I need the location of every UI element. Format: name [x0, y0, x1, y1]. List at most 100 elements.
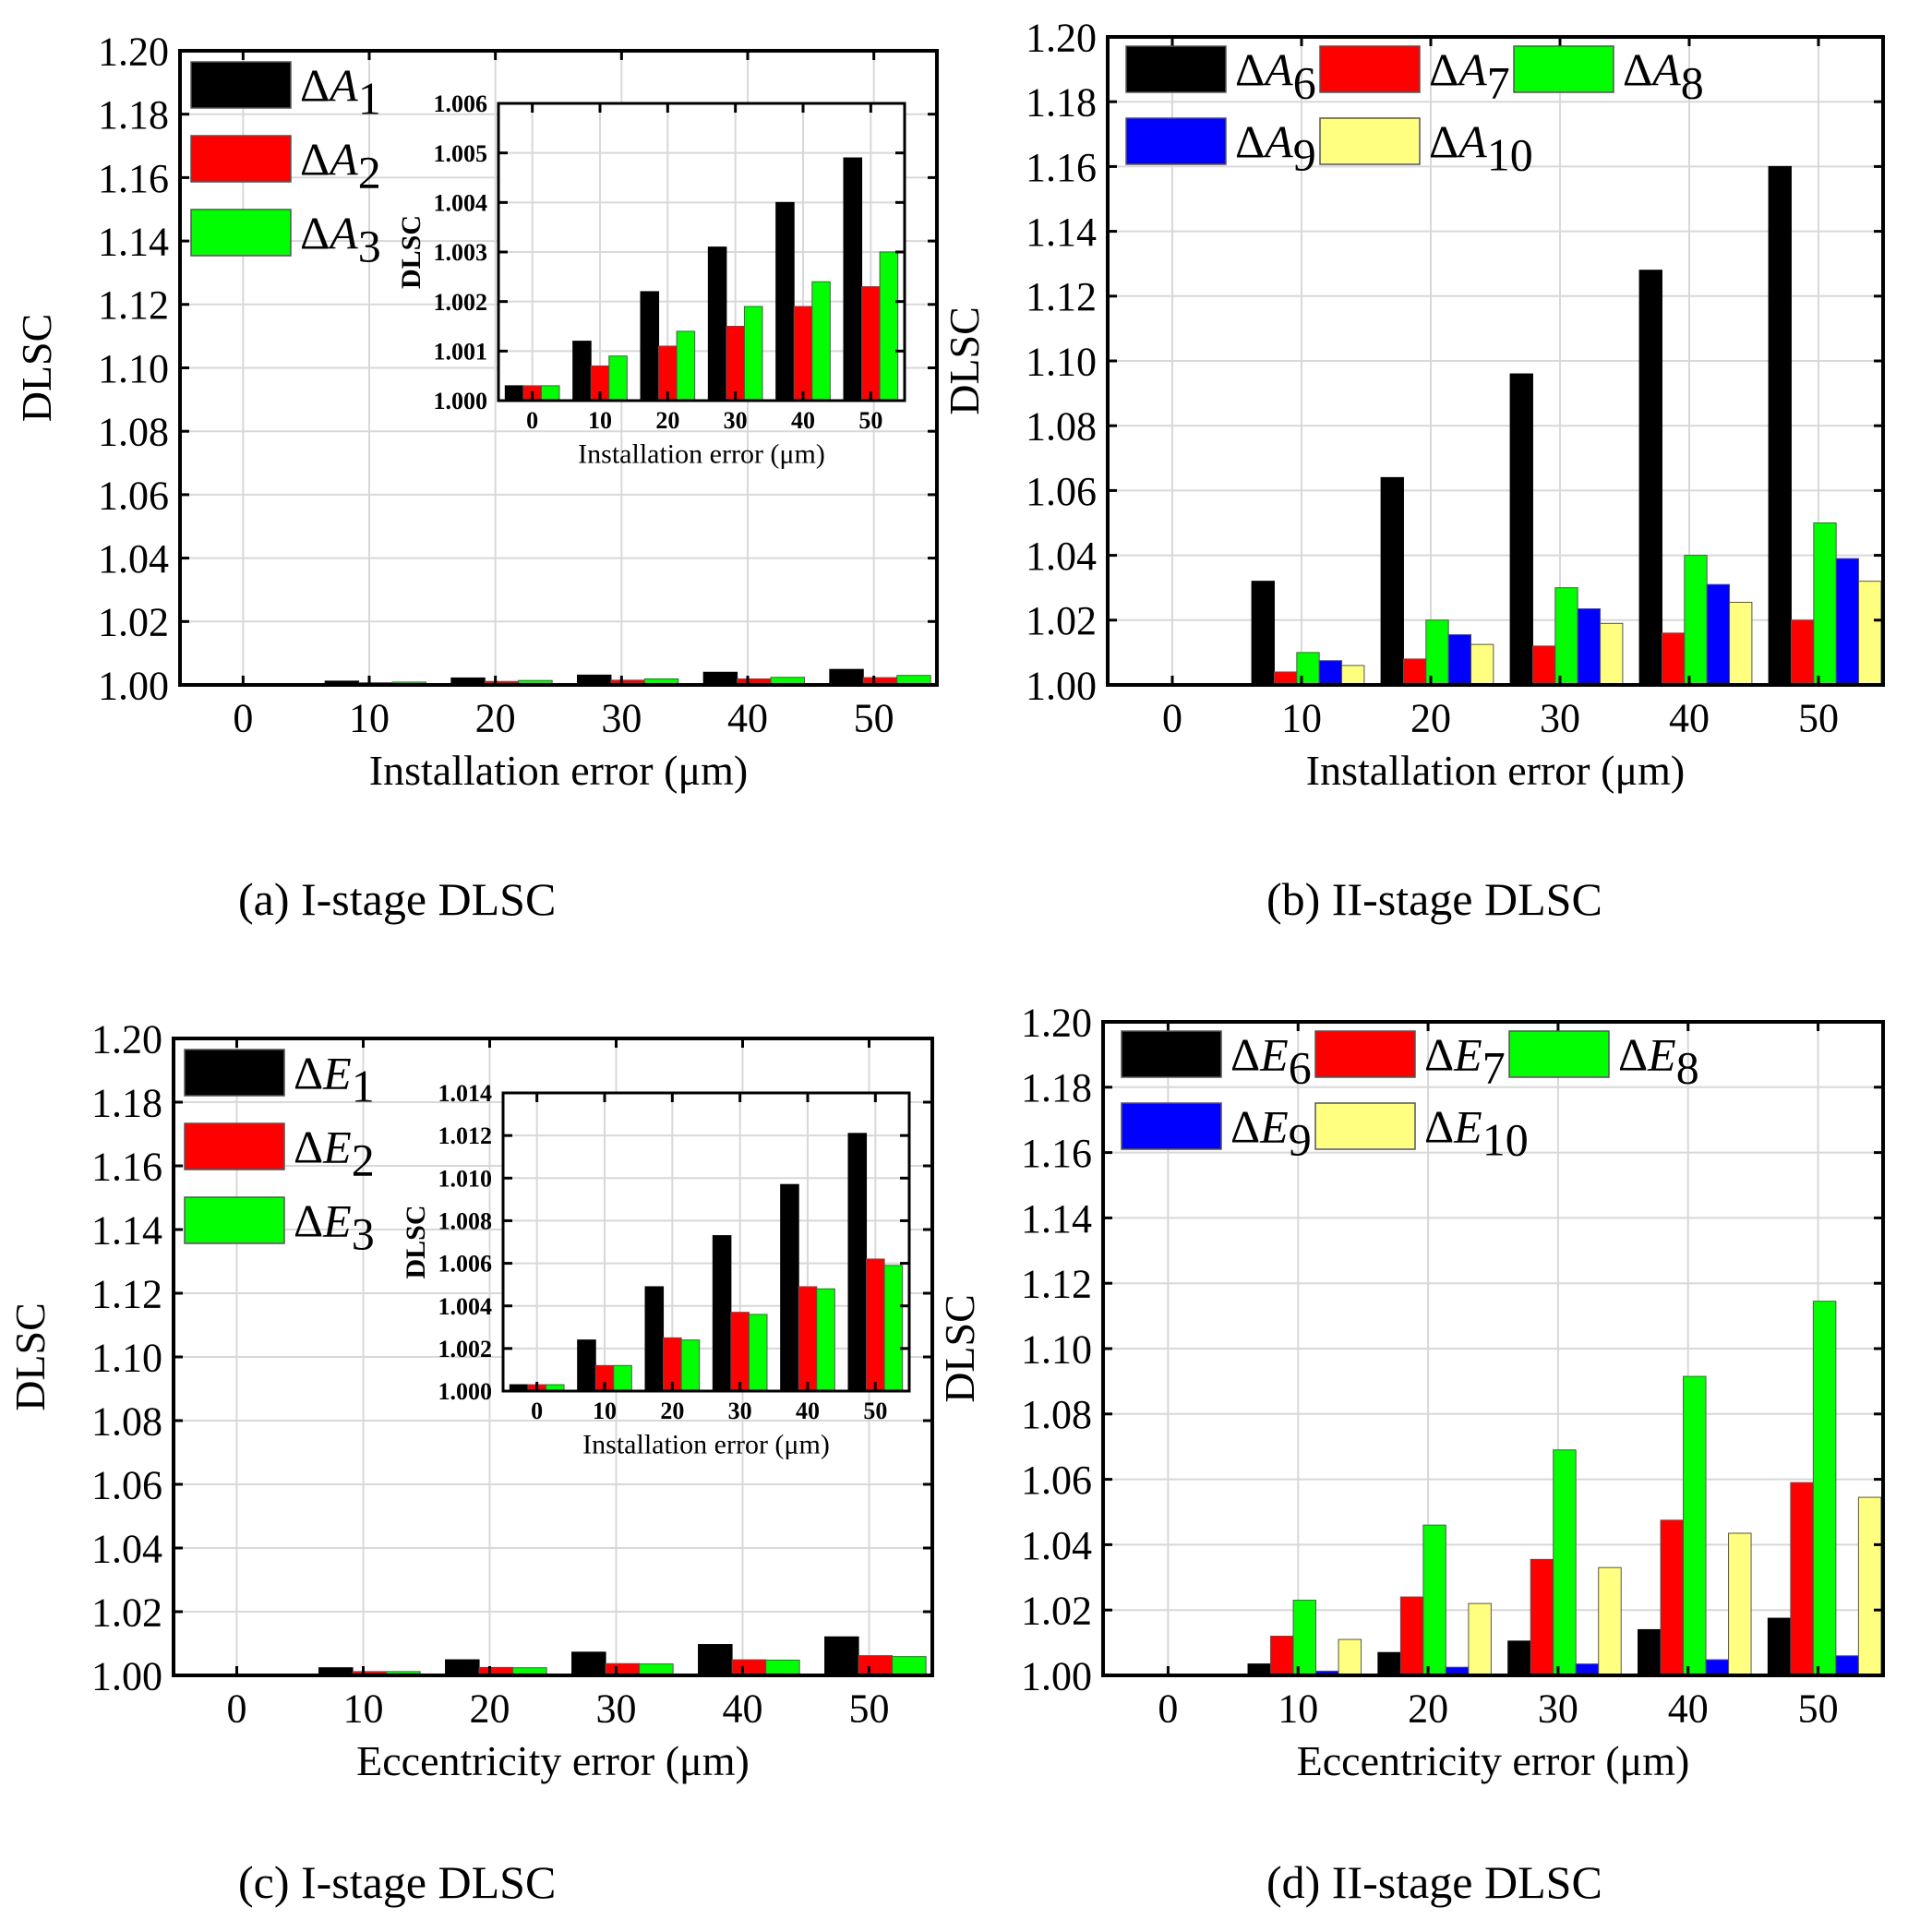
legend-label-ΔA2: ΔA2 — [300, 134, 381, 198]
legend-swatch-ΔE1 — [184, 1049, 285, 1097]
bar-ΔA7-10 — [1273, 671, 1298, 686]
y-tick-label: 1.000 — [434, 388, 488, 414]
x-tick-label: 0 — [233, 696, 253, 741]
bar-ΔE3-20 — [680, 1339, 701, 1392]
bar-ΔE7-40 — [1660, 1519, 1685, 1676]
chart-c-inset: 1.000 1.002 1.004 1.006 1.008 1.010 1.012 1.014… — [401, 1080, 911, 1459]
bar-ΔE3-40 — [765, 1659, 800, 1676]
bar-ΔE10-10 — [1338, 1638, 1362, 1676]
plot-frame — [501, 1091, 911, 1393]
bar-ΔA7-40 — [1661, 632, 1686, 686]
y-tick-label: 1.06 — [91, 1462, 162, 1507]
bar-ΔA3-40 — [811, 281, 831, 402]
bar-ΔE6-30 — [1507, 1640, 1531, 1676]
bar-ΔA1-50 — [843, 157, 863, 402]
bar-ΔA8-40 — [1684, 555, 1708, 686]
bar-ΔA6-50 — [1768, 165, 1792, 686]
bar-ΔE9-40 — [1705, 1659, 1730, 1676]
x-tick-label: 40 — [727, 696, 768, 741]
legend-swatch-ΔA3 — [190, 209, 292, 257]
y-tick-label: 1.10 — [98, 346, 169, 391]
legend-swatch-ΔE2 — [184, 1122, 285, 1170]
y-tick-label: 1.014 — [438, 1080, 493, 1107]
bar-ΔA1-0 — [504, 385, 524, 402]
y-tick-label: 1.12 — [98, 282, 169, 328]
bar-ΔE10-30 — [1598, 1566, 1622, 1676]
y-tick-label: 1.08 — [1026, 404, 1097, 450]
y-tick-label: 1.002 — [438, 1336, 493, 1362]
y-tick-label: 1.20 — [1021, 1000, 1092, 1045]
y-tick-label: 1.00 — [1021, 1653, 1092, 1698]
bar-ΔA6-40 — [1638, 270, 1662, 686]
legend-swatch-ΔA1 — [190, 61, 292, 109]
bar-ΔE7-20 — [1399, 1596, 1424, 1676]
bar-ΔA7-50 — [1790, 619, 1815, 686]
x-tick-label: 0 — [1162, 696, 1182, 741]
y-tick-label: 1.005 — [434, 140, 488, 167]
bar-ΔE3-50 — [892, 1656, 927, 1676]
bar-ΔE1-50 — [824, 1636, 859, 1676]
x-tick-label: 30 — [724, 407, 748, 434]
y-axis-label: DLSC — [396, 215, 426, 289]
chart-b: 1.00 1.02 1.04 1.06 1.08 1.10 1.12 1.14 1.16 1.18… — [941, 15, 1885, 794]
bar-ΔE1-10 — [577, 1339, 596, 1392]
bar-ΔA9-20 — [1447, 634, 1472, 686]
y-tick-label: 1.14 — [1021, 1196, 1092, 1242]
y-tick-label: 1.04 — [91, 1526, 162, 1571]
y-tick-label: 1.14 — [98, 220, 169, 265]
y-tick-label: 1.06 — [1021, 1458, 1092, 1503]
legend-swatch-ΔE3 — [184, 1196, 285, 1244]
x-tick-label: 20 — [660, 1398, 684, 1424]
legend: ΔA1 ΔA2 ΔA3 — [190, 60, 381, 272]
y-tick-label: 1.00 — [91, 1653, 162, 1698]
bar-ΔA1-20 — [640, 291, 660, 402]
bar-ΔE1-30 — [712, 1235, 732, 1392]
x-tick-label: 40 — [791, 407, 815, 434]
x-tick-label: 30 — [596, 1686, 637, 1732]
y-axis-label: DLSC — [401, 1205, 431, 1278]
legend-swatch-ΔA10 — [1319, 117, 1421, 165]
bar-ΔA3-50 — [879, 251, 899, 402]
legend-label-ΔE3: ΔE3 — [294, 1195, 375, 1260]
legend-swatch-ΔA2 — [190, 135, 292, 183]
bar-ΔA9-40 — [1706, 583, 1731, 686]
x-tick-label: 30 — [1538, 1686, 1578, 1732]
bar-ΔE6-20 — [1377, 1651, 1401, 1676]
bar-ΔA9-10 — [1318, 660, 1343, 686]
y-tick-label: 1.10 — [91, 1335, 162, 1380]
bar-ΔE8-30 — [1553, 1449, 1577, 1676]
y-tick-label: 1.004 — [438, 1293, 493, 1320]
y-tick-label: 1.08 — [98, 410, 169, 455]
bar-ΔE10-20 — [1468, 1602, 1492, 1676]
legend-label-ΔA6: ΔA6 — [1235, 44, 1316, 109]
y-tick-label: 1.006 — [438, 1251, 493, 1278]
caption-d: (d) II-stage DLSC — [1266, 1856, 1602, 1908]
chart-d: 1.00 1.02 1.04 1.06 1.08 1.10 1.12 1.14 1.16 1.18… — [936, 1000, 1885, 1784]
x-tick-label: 0 — [1158, 1686, 1178, 1732]
bar-ΔA9-30 — [1577, 608, 1602, 686]
y-tick-label: 1.002 — [434, 289, 488, 316]
bar-ΔE3-30 — [748, 1314, 768, 1392]
x-axis-label: Installation error (μm) — [1306, 747, 1685, 794]
bar-ΔA8-50 — [1813, 522, 1837, 686]
y-tick-label: 1.18 — [1026, 80, 1097, 126]
y-tick-label: 1.06 — [1026, 469, 1097, 514]
bar-ΔA3-10 — [608, 355, 628, 402]
bar-ΔE1-30 — [571, 1651, 606, 1676]
legend-swatch-ΔE6 — [1121, 1030, 1222, 1078]
y-tick-label: 1.00 — [98, 663, 169, 708]
caption-b: (b) II-stage DLSC — [1266, 873, 1602, 925]
bar-ΔA3-0 — [540, 385, 560, 402]
legend-label-ΔE1: ΔE1 — [294, 1048, 375, 1112]
chart-a-inset: 1.000 1.001 1.002 1.003 1.004 1.005 1.006 0 10 20… — [396, 90, 906, 469]
x-tick-label: 10 — [349, 696, 390, 741]
plot-frame — [178, 49, 939, 687]
y-tick-label: 1.012 — [438, 1122, 493, 1149]
y-tick-label: 1.12 — [91, 1271, 162, 1316]
y-axis-label: DLSC — [936, 1294, 983, 1403]
plot-area — [503, 1093, 909, 1391]
plot-frame — [1106, 35, 1885, 687]
bar-ΔE1-40 — [698, 1644, 733, 1676]
legend: ΔE6 ΔE7 ΔE8 ΔE9 ΔE10 — [1121, 1029, 1699, 1166]
y-tick-label: 1.12 — [1021, 1262, 1092, 1307]
